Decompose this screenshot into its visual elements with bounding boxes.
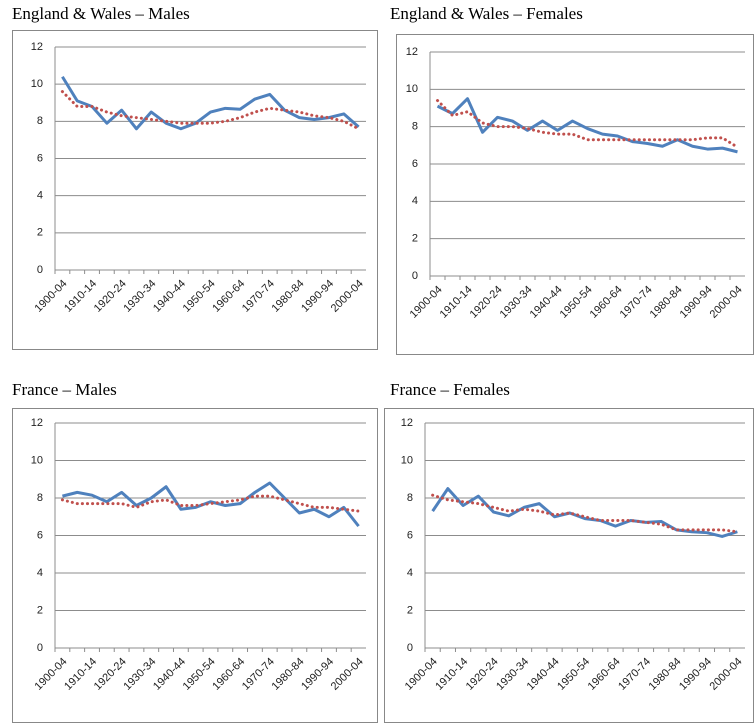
x-tick-label: 1940-44 [528,284,565,321]
chart-title: France – Males [12,380,117,399]
series-line [436,97,738,154]
y-tick-label: 10 [31,78,43,90]
y-tick-label: 10 [401,454,413,466]
panel-frame [12,408,378,723]
y-tick-label: 12 [31,417,43,429]
y-tick-label: 0 [412,270,418,282]
y-tick-label: 6 [407,529,413,541]
x-tick-label: 2000-04 [708,656,745,693]
x-tick-label: 1960-64 [588,284,625,321]
y-tick-label: 12 [406,46,418,58]
x-tick-label: 2000-04 [329,656,366,693]
x-tick-label: 1970-74 [616,656,653,693]
x-tick-label: 1990-94 [678,284,715,321]
x-tick-label: 1980-84 [648,284,685,321]
y-tick-label: 12 [401,417,413,429]
series-line [61,75,360,131]
x-tick-label: 1970-74 [618,284,655,321]
y-tick-label: 6 [37,152,43,164]
series-line [62,481,360,528]
panel-frame [384,408,754,723]
series-line [60,90,361,131]
x-tick-label: 1950-54 [558,284,595,321]
y-tick-label: 12 [31,41,43,53]
x-tick-label: 1930-34 [498,284,535,321]
x-tick-label: 1910-14 [438,284,475,321]
y-tick-label: 6 [37,529,43,541]
y-tick-label: 8 [37,115,43,127]
x-tick-label: 1920-24 [468,284,505,321]
x-tick-label: 1900-04 [403,656,440,693]
y-tick-label: 0 [37,264,43,276]
y-tick-label: 2 [37,227,43,239]
x-tick-label: 1990-94 [677,656,714,693]
series-line [431,487,738,538]
y-tick-label: 8 [412,121,418,133]
x-tick-label: 1960-64 [586,656,623,693]
x-tick-label: 1950-54 [555,656,592,693]
y-tick-label: 0 [407,642,413,654]
y-tick-label: 8 [37,492,43,504]
series-line [60,494,361,513]
x-tick-label: 2000-04 [329,278,366,315]
chart-title: England & Wales – Males [12,4,190,23]
y-tick-label: 10 [406,83,418,95]
x-tick-label: 1940-44 [525,656,562,693]
y-tick-label: 2 [407,604,413,616]
x-tick-label: 1980-84 [647,656,684,693]
y-tick-label: 8 [407,492,413,504]
panel-frame [396,34,754,355]
series-line [436,99,739,149]
x-tick-label: 1930-34 [494,656,531,693]
series-line [431,493,739,534]
y-tick-label: 2 [37,604,43,616]
y-tick-label: 2 [412,233,418,245]
chart-title: England & Wales – Females [390,4,583,23]
x-tick-label: 1920-24 [464,656,501,693]
x-tick-label: 2000-04 [708,284,745,321]
y-tick-label: 4 [37,190,43,202]
y-tick-label: 4 [407,567,413,579]
y-tick-label: 10 [31,454,43,466]
x-tick-label: 1910-14 [433,656,470,693]
y-tick-label: 0 [37,642,43,654]
x-tick-label: 1900-04 [408,284,445,321]
y-tick-label: 6 [412,158,418,170]
chart-title: France – Females [390,380,510,399]
y-tick-label: 4 [37,567,43,579]
panel-frame [12,30,378,350]
y-tick-label: 4 [412,195,418,207]
